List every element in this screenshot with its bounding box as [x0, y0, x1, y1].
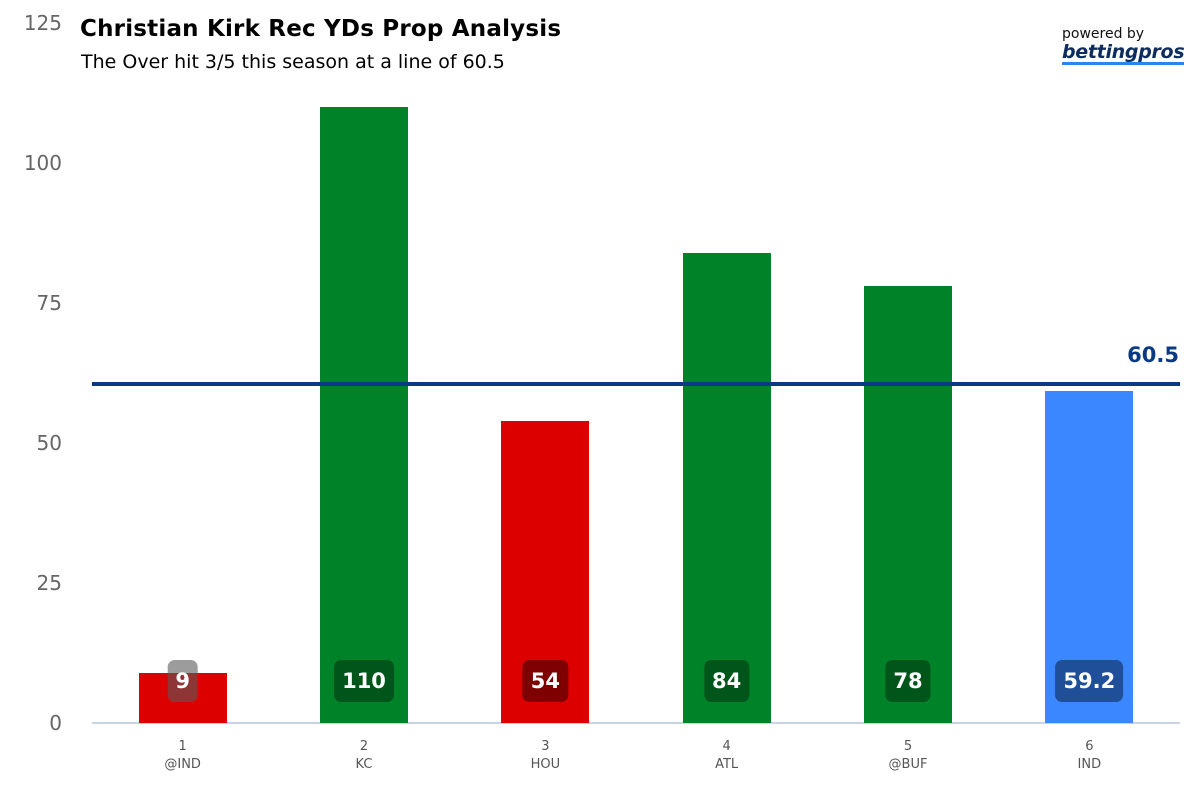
powered-by-label: powered by — [1062, 26, 1145, 42]
prop-line-label: 60.5 — [1127, 343, 1179, 368]
value-badge: 110 — [334, 660, 394, 702]
branding: powered by bettingpros — [1062, 26, 1185, 65]
y-tick-label: 100 — [23, 151, 62, 175]
bar[interactable] — [682, 252, 771, 723]
x-tick-label: 2 KC — [355, 739, 373, 772]
prop-line-rule — [92, 382, 1180, 387]
x-tick-label: 4 ATL — [715, 739, 739, 772]
x-axis-line — [92, 722, 1180, 724]
value-badge: 59.2 — [1055, 660, 1124, 702]
chart-subtitle: The Over hit 3/5 this season at a line o… — [81, 51, 505, 73]
bar[interactable] — [864, 286, 952, 723]
x-tick-label: 6 IND — [1077, 739, 1102, 772]
x-tick-label: 5 @BUF — [888, 739, 928, 772]
y-tick-label: 25 — [36, 571, 62, 595]
bar[interactable] — [320, 107, 408, 723]
value-badge: 78 — [885, 660, 931, 702]
x-tick-label: 1 @IND — [164, 739, 201, 772]
chart-title: Christian Kirk Rec YDs Prop Analysis — [80, 16, 562, 42]
y-tick-label: 75 — [36, 291, 62, 315]
y-tick-label: 50 — [36, 431, 62, 455]
value-badge: 84 — [704, 660, 750, 702]
y-tick-label: 125 — [23, 11, 62, 35]
value-badge: 9 — [167, 660, 198, 702]
value-badge: 54 — [522, 660, 568, 702]
y-tick-label: 0 — [49, 711, 62, 735]
bettingpros-logo[interactable]: bettingpros — [1062, 41, 1185, 65]
x-tick-label: 3 HOU — [530, 739, 561, 772]
